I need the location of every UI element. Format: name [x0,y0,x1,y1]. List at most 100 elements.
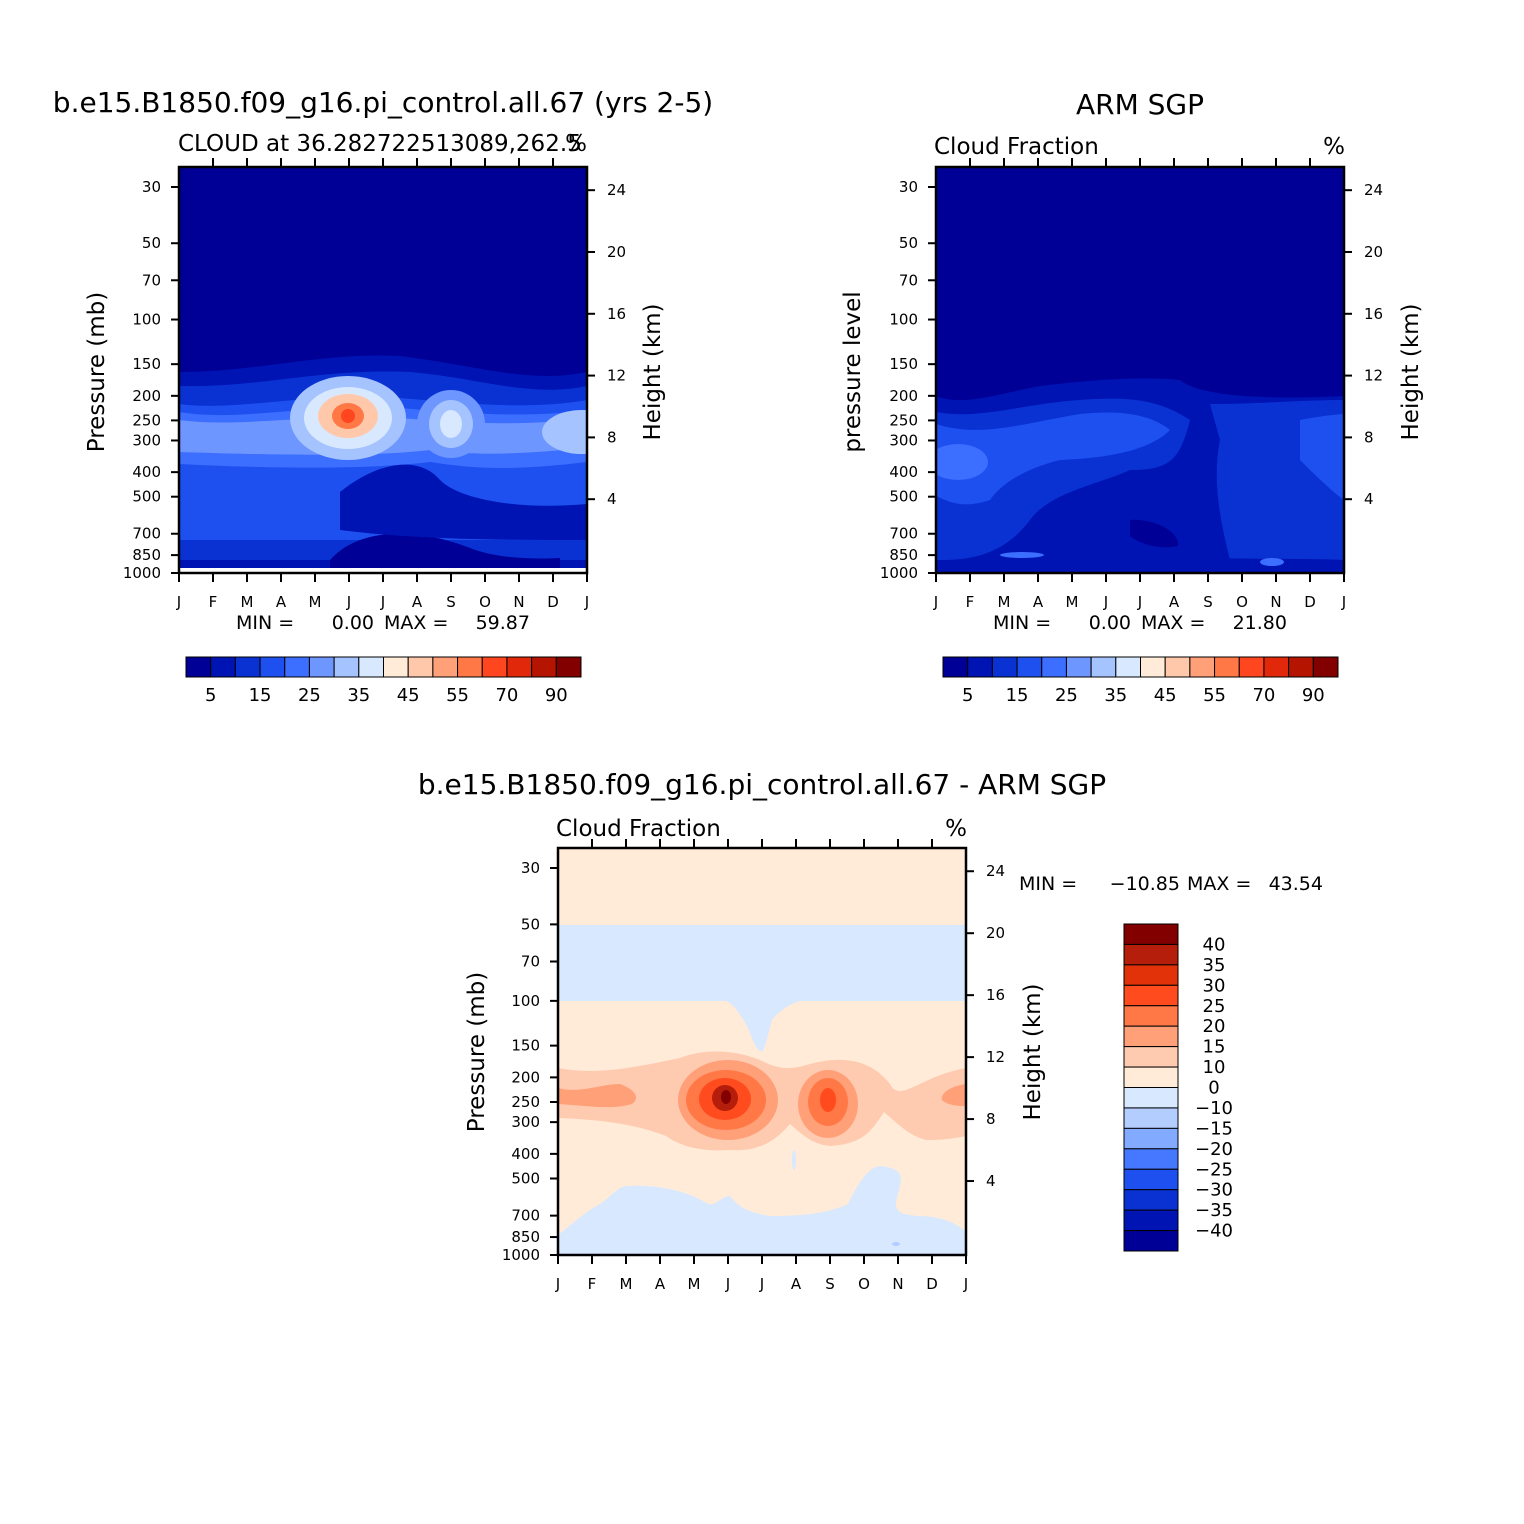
p2-colorbar-swatch-7 [1115,656,1141,678]
panel3-ylabel-right: Height (km) [1020,983,1046,1120]
p1-colorbar-swatch-3 [259,656,286,678]
p1-colorbar-swatch-5 [308,656,335,678]
p2-xtick-label-8: S [1203,593,1213,611]
p2-surface-blob2 [1260,558,1284,566]
p2-ytick-label-4: 150 [889,355,918,373]
p1-xtick-label-9: O [479,593,491,611]
p1-xtick-label-11: D [547,593,559,611]
p3-colorbar-label-4: 20 [1203,1016,1226,1037]
p1-ytick-label-1: 50 [142,234,161,252]
p3-ytick-label-6: 250 [511,1093,540,1111]
panel3-max-label: MAX = [1187,873,1251,895]
p1-rtick-label-4: 8 [607,428,617,446]
p2-xtick-label-7: A [1169,593,1180,611]
p2-patch-light [936,444,988,480]
p3-colorbar-swatch-6 [1123,1046,1179,1068]
p3-xtick-label-12: J [963,1275,968,1293]
p2-ytick-label-7: 300 [889,431,918,449]
p1-colorbar-swatch-14 [531,656,557,678]
p1-colorbar-label-4: 45 [397,685,420,706]
p1-ytick-label-12: 1000 [123,564,161,582]
p2-colorbar-label-0: 5 [962,685,973,706]
p3-xtick-label-0: J [555,1275,560,1293]
panel1-max-label: MAX = [384,612,448,634]
p3-colorbar-label-2: 30 [1203,975,1226,996]
p3-colorbar-label-3: 25 [1203,996,1226,1017]
p3-colorbar-swatch-1 [1123,943,1179,966]
p3-colorbar-swatch-7 [1123,1066,1179,1088]
p1-ytick-label-0: 30 [142,178,161,196]
p1-colorbar-label-1: 15 [249,685,272,706]
p2-ytick-label-12: 1000 [880,564,918,582]
p2-colorbar-label-4: 45 [1154,685,1177,706]
p2-xtick-label-3: A [1033,593,1044,611]
panel-difference: b.e15.B1850.f09_g16.pi_control.all.67 - … [418,768,1323,1257]
p1-xtick-label-2: M [241,593,254,611]
p2-colorbar-swatch-11 [1214,656,1240,678]
p1-ytick-label-3: 100 [132,311,161,329]
panel3-ylabel: Pressure (mb) [464,972,490,1132]
p2-ytick-label-5: 200 [889,387,918,405]
p1-colorbar-swatch-15 [555,656,582,678]
p1-colorbar-swatch-11 [457,656,483,678]
p2-colorbar-label-1: 15 [1006,685,1029,706]
p3-colorbar-label-10: −20 [1195,1139,1233,1160]
p3-colorbar-label-7: 0 [1208,1078,1219,1099]
p1-ytick-label-9: 500 [132,488,161,506]
panel1-max: 59.87 [476,612,530,634]
p2-colorbar-swatch-4 [1041,656,1067,678]
p1-colorbar-swatch-6 [333,656,360,678]
panel1-min: 0.00 [332,612,374,634]
p1-xtick-label-12: J [584,593,589,611]
p2-colorbar-swatch-13 [1263,656,1290,678]
p2-ytick-label-3: 100 [889,311,918,329]
p3-band-low-negative [558,1166,966,1255]
p2-colorbar-swatch-9 [1164,656,1191,678]
panel1-title: b.e15.B1850.f09_g16.pi_control.all.67 (y… [53,86,713,119]
panel3-units: % [945,816,967,842]
p1-colorbar-label-0: 5 [205,685,216,706]
p2-colorbar-swatch-14 [1288,656,1314,678]
p2-band-cloud-mid [936,412,1170,505]
p1-edge-right [542,410,587,454]
p2-surface-blob1 [1000,552,1044,558]
p3-colorbar-label-1: 35 [1203,955,1226,976]
p1-colorbar-swatch-8 [383,656,409,678]
p3-xtick-label-10: N [892,1275,903,1293]
p2-rtick-label-0: 24 [1364,181,1383,199]
p3-xtick-label-6: J [759,1275,764,1293]
p3-colorbar-swatch-13 [1123,1189,1179,1211]
p1-colorbar-swatch-0 [185,656,212,678]
p2-colorbar-swatch-10 [1189,656,1216,678]
p1-ytick-label-8: 400 [132,463,161,481]
p3-ytick-label-12: 1000 [502,1246,540,1264]
p3-colorbar-swatch-11 [1123,1148,1179,1170]
p1-rtick-label-2: 16 [607,305,626,323]
p1-colorbar-label-6: 70 [495,685,518,706]
p3-colorbar-swatch-2 [1123,964,1179,986]
p2-rtick-label-4: 8 [1364,428,1374,446]
p3-rtick-label-1: 20 [986,924,1005,942]
p3-ytick-label-5: 200 [511,1068,540,1086]
p1-colorbar-swatch-10 [432,656,459,678]
p1-ytick-label-4: 150 [132,355,161,373]
p2-ytick-label-8: 400 [889,463,918,481]
panel1-subtitle: CLOUD at 36.282722513089,262.5 [178,131,582,157]
panel2-max-label: MAX = [1141,612,1205,634]
panel3-min-label: MIN = [1019,873,1077,895]
p1-rtick-label-3: 12 [607,367,626,385]
p1-colorbar-swatch-7 [358,656,384,678]
p1-ytick-label-10: 700 [132,525,161,543]
p1-rtick-label-0: 24 [607,181,626,199]
p2-ytick-label-9: 500 [889,488,918,506]
p3-dot [892,1242,900,1246]
p3-rtick-label-4: 8 [986,1110,996,1128]
p2-xtick-label-0: J [933,593,938,611]
p1-colorbar-label-5: 55 [446,685,469,706]
p2-colorbar-swatch-0 [942,656,969,678]
p1-xtick-label-3: A [276,593,287,611]
p3-xtick-label-8: S [825,1275,835,1293]
panel2-ylabel-right: Height (km) [1398,303,1424,440]
p2-xtick-label-10: N [1270,593,1281,611]
